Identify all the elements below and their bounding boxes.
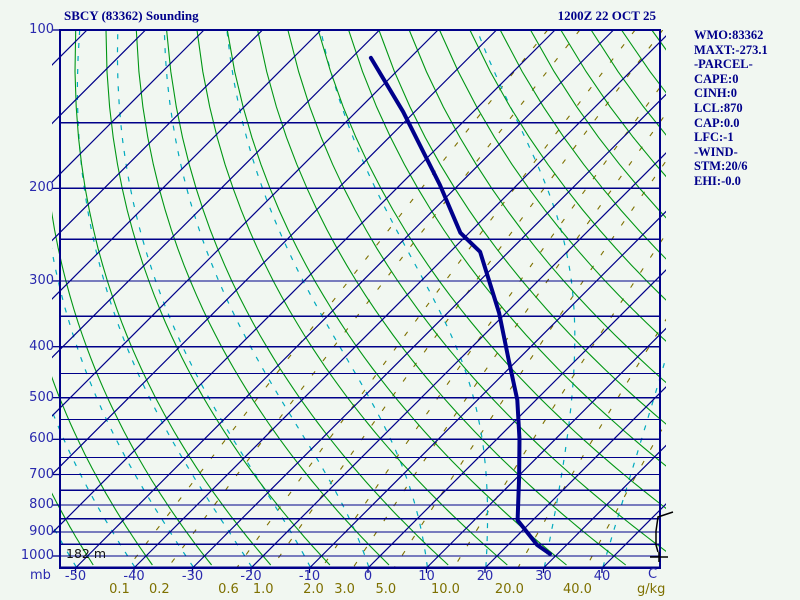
mixing-ratio-tick-label: 1.0 (252, 582, 274, 597)
pressure-tick-label: 100 (29, 22, 54, 37)
pressure-tick-label: 1000 (20, 548, 54, 563)
temp-tick-label: 20 (476, 569, 494, 584)
temp-tick-label: -50 (64, 569, 87, 584)
mixing-ratio-axis-unit: g/kg (637, 582, 666, 597)
panel-cinh: CINH:0 (694, 86, 738, 101)
temp-tick-label: -10 (298, 569, 321, 584)
panel-lcl: LCL:870 (694, 100, 743, 115)
panel-ehi: EHI:-0.0 (694, 173, 741, 188)
mixing-ratio-tick-label: 10.0 (430, 582, 460, 597)
panel-stm: STM:20/6 (694, 159, 748, 174)
mixing-ratio-tick-label: 0.2 (149, 582, 170, 597)
mixing-ratio-tick-label: 0.1 (109, 582, 130, 597)
mixing-ratio-tick-label: 40.0 (562, 582, 592, 597)
pressure-tick-label: 900 (29, 523, 54, 539)
chart-datetime: 1200Z 22 OCT 25 (557, 8, 656, 23)
pressure-axis-unit: mb (30, 568, 51, 583)
temp-tick-label: 30 (535, 569, 552, 584)
panel-wmo: WMO:83362 (694, 28, 764, 42)
pressure-tick-label: 600 (29, 431, 54, 447)
mixing-ratio-tick-label: 2.0 (303, 582, 324, 597)
mixing-ratio-tick-label: 3.0 (334, 582, 355, 597)
pressure-tick-label: 500 (29, 389, 54, 405)
pressure-tick-label: 200 (29, 180, 54, 196)
temp-axis-unit: C (648, 567, 658, 582)
surface-elevation-label: 182 m (66, 546, 107, 561)
panel-wind-header: -WIND- (694, 144, 738, 159)
panel-parcel-header: -PARCEL- (694, 57, 753, 72)
chart-title: SBCY (83362) Sounding (64, 8, 199, 23)
temp-tick-label: 0 (363, 569, 373, 584)
mixing-ratio-tick-label: 5.0 (375, 582, 397, 597)
panel-cap: CAP:0.0 (694, 115, 740, 130)
panel-maxt: MAXT:-273.1 (694, 42, 768, 57)
parameter-panel: WMO:83362 MAXT:-273.1 -PARCEL- CAPE:0 CI… (694, 28, 798, 189)
temp-tick-label: -30 (181, 569, 204, 584)
panel-cape: CAPE:0 (694, 71, 739, 86)
pressure-tick-label: 300 (29, 272, 54, 288)
pressure-tick-label: 400 (29, 338, 54, 354)
pressure-tick-label: 700 (29, 466, 54, 482)
temp-tick-label: 10 (418, 569, 435, 584)
panel-lfc: LFC:-1 (694, 130, 734, 145)
pressure-tick-label: 800 (29, 497, 54, 513)
mixing-ratio-tick-label: 20.0 (494, 582, 524, 597)
mixing-ratio-tick-label: 0.6 (218, 582, 239, 597)
temp-tick-label: -20 (240, 569, 262, 584)
temp-tick-label: -40 (123, 569, 145, 584)
temp-tick-label: 40 (593, 569, 611, 584)
